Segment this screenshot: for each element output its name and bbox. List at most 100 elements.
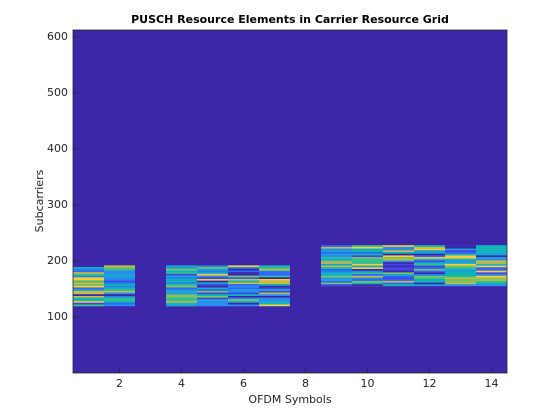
re-stripe: [166, 282, 197, 285]
re-stripe: [197, 280, 228, 283]
re-stripe: [104, 290, 135, 293]
re-stripe: [352, 246, 383, 249]
re-stripe: [259, 292, 290, 295]
re-stripe: [383, 279, 414, 281]
re-stripe: [228, 265, 259, 268]
re-stripe: [352, 262, 383, 264]
re-stripe: [414, 280, 445, 283]
re-stripe: [445, 263, 476, 266]
re-stripe: [414, 274, 445, 276]
re-stripe: [73, 299, 104, 302]
re-stripe: [414, 277, 445, 280]
re-stripe: [321, 272, 352, 275]
re-stripe: [321, 258, 352, 261]
re-stripe: [321, 262, 352, 264]
re-stripe: [321, 270, 352, 273]
re-stripe: [197, 267, 228, 269]
re-stripe: [104, 265, 135, 268]
re-stripe: [414, 270, 445, 273]
re-stripe: [383, 250, 414, 253]
re-stripe: [104, 295, 135, 298]
re-stripe: [197, 289, 228, 291]
re-stripe: [383, 267, 414, 270]
re-stripe: [476, 265, 507, 268]
re-stripe: [228, 282, 259, 285]
re-stripe: [166, 304, 197, 307]
re-stripe: [445, 258, 476, 261]
re-stripe: [259, 282, 290, 285]
re-stripe: [352, 280, 383, 283]
re-stripe: [259, 280, 290, 283]
re-stripe: [352, 253, 383, 256]
re-stripe: [259, 295, 290, 298]
re-stripe: [352, 265, 383, 268]
re-stripe: [445, 245, 476, 247]
re-stripe: [321, 282, 352, 285]
re-stripe: [352, 252, 383, 254]
re-stripe: [104, 302, 135, 305]
re-stripe: [476, 248, 507, 251]
re-stripe: [228, 299, 259, 302]
re-stripe: [166, 294, 197, 296]
re-stripe: [321, 284, 352, 287]
re-stripe: [197, 294, 228, 296]
re-stripe: [383, 253, 414, 256]
re-stripe: [321, 246, 352, 249]
re-stripe: [73, 297, 104, 300]
re-stripe: [352, 270, 383, 273]
re-stripe: [197, 268, 228, 271]
re-stripe: [73, 290, 104, 293]
re-stripe: [352, 248, 383, 251]
re-stripe: [104, 294, 135, 296]
re-stripe: [228, 295, 259, 298]
y-tick-label: 500: [47, 86, 68, 99]
re-stripe: [476, 253, 507, 256]
re-stripe: [73, 278, 104, 281]
y-tick-label: 100: [47, 310, 68, 323]
re-stripe: [445, 252, 476, 254]
re-stripe: [197, 278, 228, 281]
re-stripe: [352, 277, 383, 280]
re-stripe: [445, 279, 476, 281]
re-stripe: [321, 279, 352, 281]
re-stripe: [197, 292, 228, 295]
re-stripe: [166, 295, 197, 298]
re-stripe: [352, 282, 383, 285]
re-stripe: [476, 277, 507, 280]
re-stripe: [197, 299, 228, 302]
re-stripe: [383, 280, 414, 283]
re-stripe: [73, 284, 104, 286]
re-stripe: [352, 269, 383, 271]
re-stripe: [259, 275, 290, 278]
re-stripe: [476, 267, 507, 270]
re-stripe: [104, 304, 135, 307]
re-stripe: [166, 272, 197, 274]
re-stripe: [197, 270, 228, 273]
re-stripe: [321, 265, 352, 268]
re-stripe: [445, 260, 476, 263]
re-stripe: [383, 263, 414, 266]
re-stripe: [197, 301, 228, 303]
re-stripe: [321, 275, 352, 278]
re-stripe: [414, 257, 445, 259]
re-stripe: [445, 255, 476, 258]
re-stripe: [445, 274, 476, 276]
re-stripe: [166, 302, 197, 305]
x-axis-label: OFDM Symbols: [248, 393, 331, 406]
re-stripe: [73, 295, 104, 298]
re-stripe: [259, 265, 290, 268]
re-stripe: [414, 282, 445, 285]
re-stripe: [476, 245, 507, 247]
re-stripe: [383, 248, 414, 251]
re-stripe: [104, 278, 135, 281]
re-stripe: [383, 255, 414, 258]
re-stripe: [197, 285, 228, 288]
re-stripe: [104, 277, 135, 279]
re-stripe: [321, 252, 352, 254]
re-stripe: [228, 280, 259, 283]
re-stripe: [259, 290, 290, 293]
y-tick-label: 400: [47, 142, 68, 155]
re-stripe: [166, 275, 197, 278]
re-stripe: [228, 294, 259, 296]
re-stripe: [414, 252, 445, 254]
